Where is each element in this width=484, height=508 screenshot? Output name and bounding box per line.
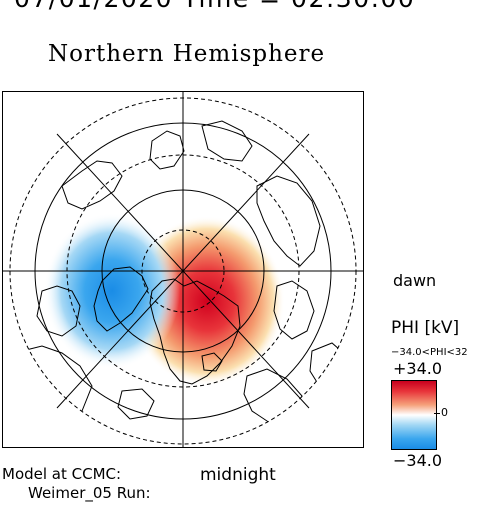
potential-field	[44, 213, 285, 386]
hemisphere-title: Northern Hemisphere	[48, 41, 326, 67]
dawn-label: dawn	[393, 271, 437, 290]
colorbar-max-label: +34.0	[393, 359, 443, 378]
colorbar	[391, 380, 437, 450]
datetime-line: 07/01/2020 Time = 02:30:00	[14, 0, 415, 13]
midnight-label: midnight	[200, 465, 276, 485]
model-credit: Model at CCMC:	[2, 465, 122, 483]
meridian-grid	[2, 91, 364, 448]
colorbar-title: PHI [kV]	[391, 318, 460, 338]
polar-potential-map	[2, 91, 364, 448]
colorbar-min-label: −34.0	[393, 451, 443, 470]
colorbar-range: −34.0<PHI<32	[391, 347, 468, 358]
colorbar-zero-tick	[434, 413, 440, 414]
run-name: Weimer_05 Run:	[28, 484, 151, 502]
dusk-cell	[44, 213, 180, 369]
colorbar-zero-label: 0	[441, 406, 448, 419]
